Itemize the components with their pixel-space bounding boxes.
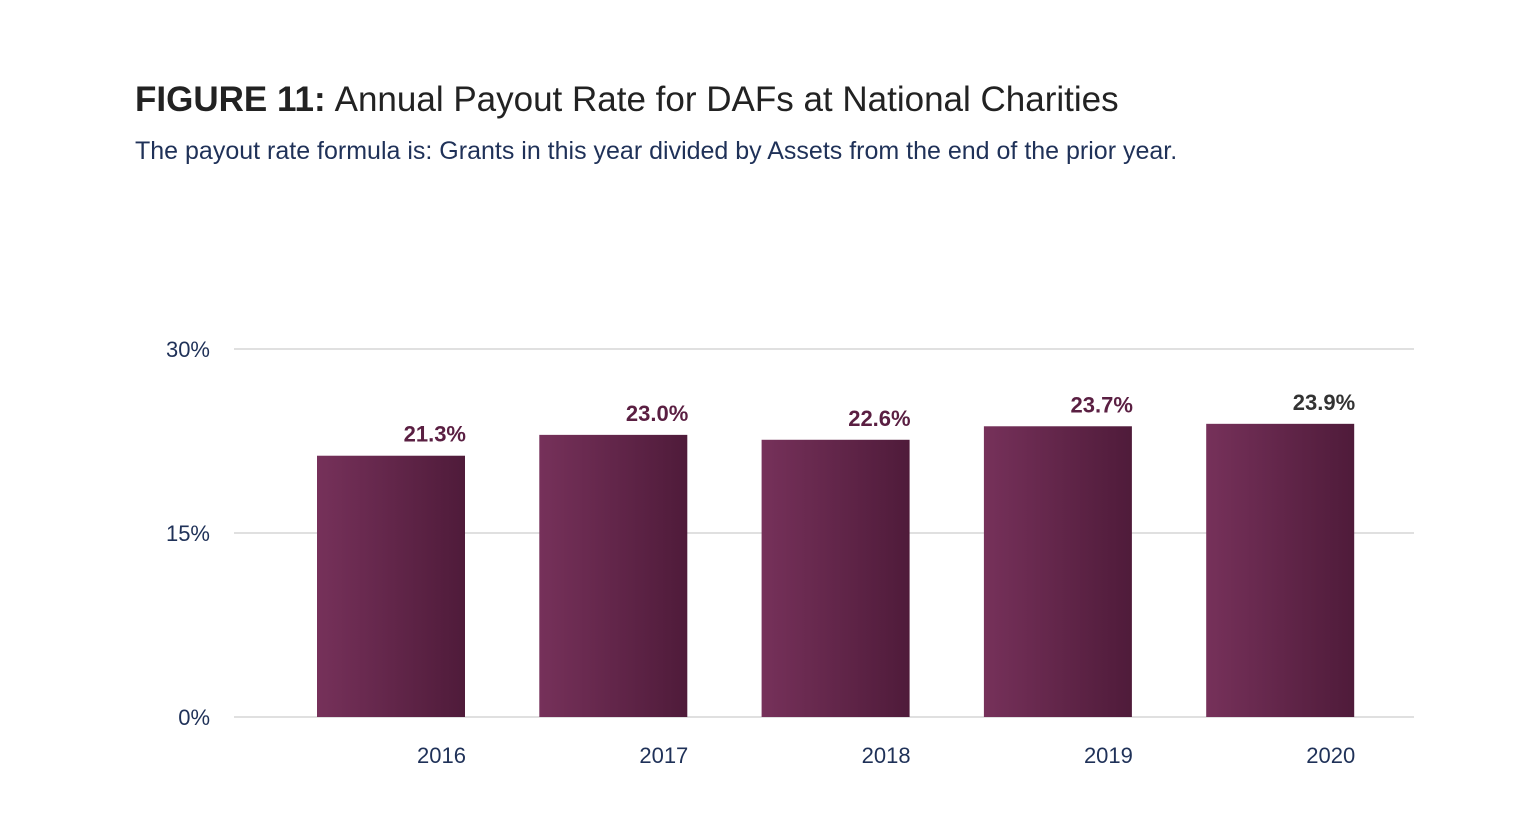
bar-2020 xyxy=(1206,423,1355,717)
bar-2016 xyxy=(317,455,465,717)
data-labels: 21.3% 23.0% 22.6% 23.7% 23.9% xyxy=(404,390,1356,447)
y-axis: 0% 15% 30% xyxy=(166,337,210,730)
title-text: Annual Payout Rate for DAFs at National … xyxy=(335,80,1119,119)
y-tick-label: 0% xyxy=(178,705,210,730)
y-tick-label: 15% xyxy=(166,521,210,546)
figure-number: FIGURE 11: xyxy=(135,80,326,119)
bar-2019 xyxy=(983,426,1132,717)
x-tick-label: 2016 xyxy=(417,743,466,768)
x-tick-label: 2018 xyxy=(862,743,911,768)
y-tick-label: 30% xyxy=(166,337,210,362)
chart-title: FIGURE 11: Annual Payout Rate for DAFs at… xyxy=(135,80,1119,119)
bar-2017 xyxy=(539,434,688,717)
x-tick-label: 2020 xyxy=(1306,743,1355,768)
data-label: 23.7% xyxy=(1071,392,1133,417)
x-tick-label: 2017 xyxy=(639,743,688,768)
data-label: 23.0% xyxy=(626,401,688,426)
chart-subtitle: The payout rate formula is: Grants in th… xyxy=(135,137,1177,165)
x-tick-label: 2019 xyxy=(1084,743,1133,768)
bars xyxy=(317,423,1355,717)
x-axis: 2016 2017 2018 2019 2020 xyxy=(417,743,1355,768)
data-label: 22.6% xyxy=(848,406,910,431)
data-label: 21.3% xyxy=(404,422,466,447)
data-label: 23.9% xyxy=(1293,390,1355,415)
bar-2018 xyxy=(761,439,910,717)
